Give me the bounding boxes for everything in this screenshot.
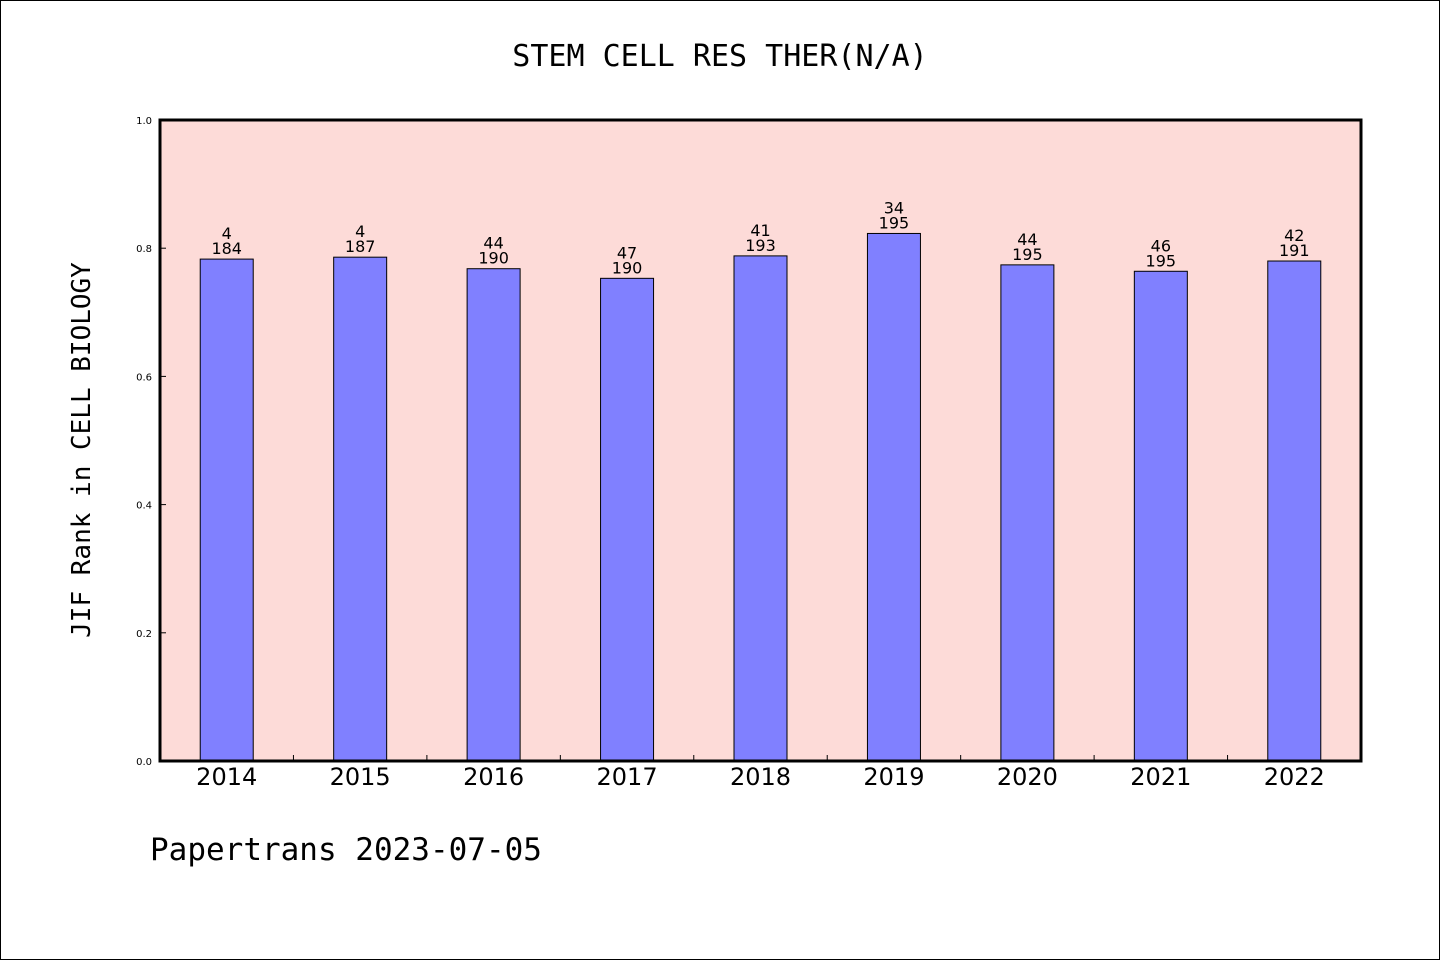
bar-label-rank: 47 <box>617 243 637 262</box>
bar-label-rank: 41 <box>750 221 770 240</box>
bar-label-rank: 4 <box>355 222 365 241</box>
y-tick-label: 0.2 <box>136 629 152 640</box>
bar-label-total: 195 <box>1146 251 1177 270</box>
x-tick-label: 2016 <box>463 763 524 791</box>
bar-label-total: 187 <box>345 237 376 256</box>
x-tick-label: 2015 <box>330 763 391 791</box>
bar-label-rank: 44 <box>1017 230 1037 249</box>
x-tick-label: 2018 <box>730 763 791 791</box>
x-tick-label: 2014 <box>196 763 257 791</box>
bar-2016 <box>466 268 521 762</box>
x-tick-label: 2019 <box>863 763 924 791</box>
chart-title: STEM CELL RES THER(N/A) <box>512 39 927 74</box>
bar-2014 <box>199 258 254 762</box>
bar-label-total: 191 <box>1279 241 1310 260</box>
plot-border <box>158 118 1363 763</box>
y-tick-label: 0.4 <box>136 501 152 512</box>
bar-2017 <box>600 277 655 762</box>
bar-label-rank: 34 <box>884 198 904 217</box>
bar-label-total: 184 <box>211 239 242 258</box>
bar-label-total: 195 <box>1012 245 1043 264</box>
bar-label-total: 195 <box>879 213 910 232</box>
y-tick-label: 0.0 <box>136 757 152 768</box>
bar-label-rank: 44 <box>483 234 503 253</box>
footer-credit: Papertrans 2023-07-05 <box>150 832 542 868</box>
y-tick-label: 0.8 <box>136 244 152 255</box>
bar-2021 <box>1133 270 1188 762</box>
x-tick-label: 2017 <box>597 763 658 791</box>
bar-2022 <box>1267 260 1322 762</box>
bar-label-total: 190 <box>612 258 643 277</box>
bar-2018 <box>733 255 788 762</box>
y-axis-label: JIF Rank in CELL BIOLOGY <box>67 262 97 638</box>
x-tick-label: 2020 <box>997 763 1058 791</box>
y-tick-label: 0.6 <box>136 372 152 383</box>
bar-label-rank: 46 <box>1151 236 1171 255</box>
x-tick-label: 2021 <box>1130 763 1191 791</box>
bar-2015 <box>333 256 388 762</box>
bar-2020 <box>1000 264 1055 762</box>
bar-label-total: 190 <box>478 249 509 268</box>
y-tick-label: 1.0 <box>136 116 152 127</box>
bar-label-rank: 42 <box>1284 226 1304 245</box>
axes-layer: 2014 2015 2016 2017 2018 2019 2020 2021 2022 0.0 0… <box>136 116 1325 791</box>
bar-label-rank: 4 <box>222 224 232 243</box>
x-tick-label: 2022 <box>1264 763 1325 791</box>
bar-2019 <box>866 232 921 762</box>
bar-label-total: 193 <box>745 236 776 255</box>
